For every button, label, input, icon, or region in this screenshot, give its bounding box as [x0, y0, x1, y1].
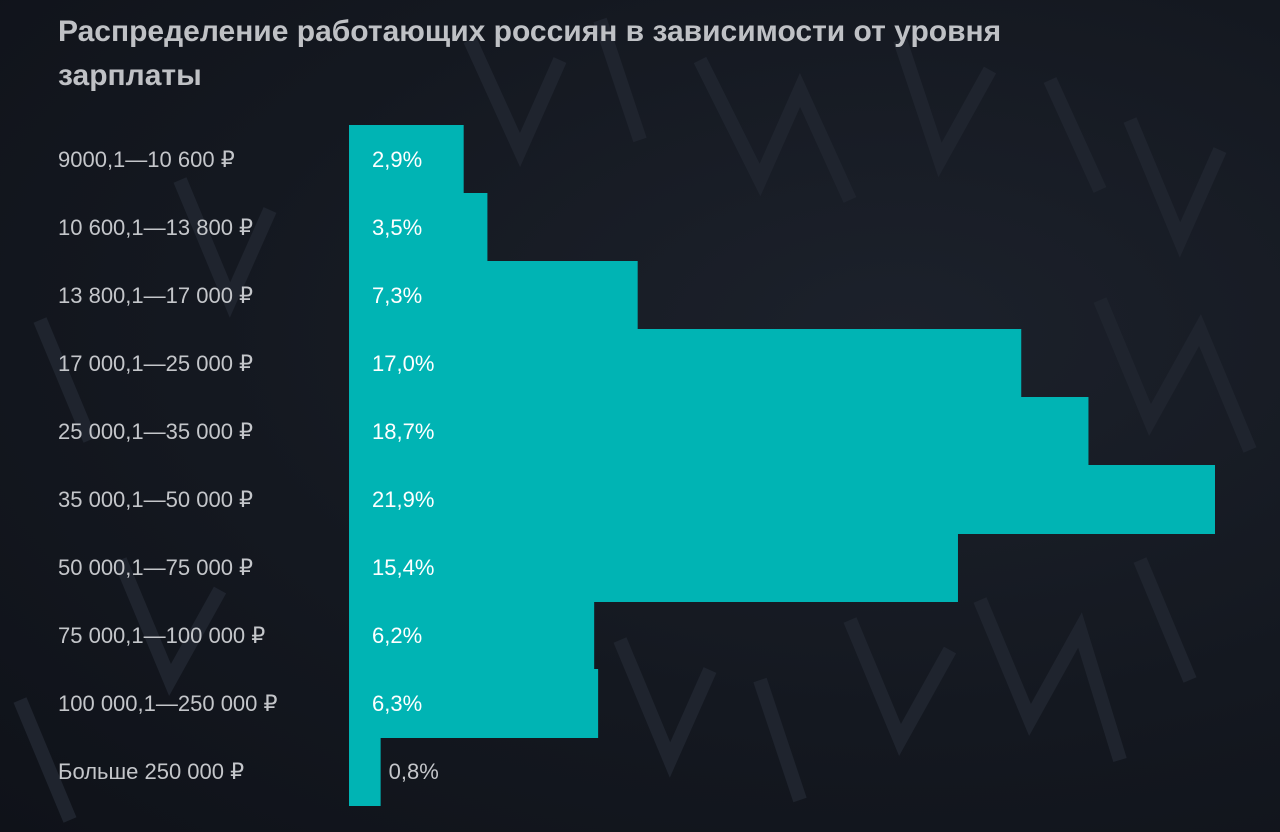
category-label-7: 50 000,1—75 000 ₽ — [58, 555, 253, 580]
bar-5 — [349, 397, 1089, 466]
value-label-6: 21,9% — [372, 487, 434, 512]
value-label-8: 6,2% — [372, 623, 422, 648]
value-label-10: 0,8% — [389, 759, 439, 784]
category-label-8: 75 000,1—100 000 ₽ — [58, 623, 265, 648]
value-label-4: 17,0% — [372, 351, 434, 376]
chart-title: Распределение работающих россиян в завис… — [58, 15, 1002, 92]
bar-1 — [349, 125, 464, 194]
category-label-1: 9000,1—10 600 ₽ — [58, 147, 235, 172]
value-label-9: 6,3% — [372, 691, 422, 716]
category-label-6: 35 000,1—50 000 ₽ — [58, 487, 253, 512]
category-label-9: 100 000,1—250 000 ₽ — [58, 691, 278, 716]
bar-7 — [349, 533, 958, 602]
category-label-4: 17 000,1—25 000 ₽ — [58, 351, 253, 376]
category-label-10: Больше 250 000 ₽ — [58, 759, 244, 784]
bar-3 — [349, 261, 638, 330]
category-label-5: 25 000,1—35 000 ₽ — [58, 419, 253, 444]
category-label-2: 10 600,1—13 800 ₽ — [58, 215, 253, 240]
bar-9 — [349, 669, 599, 738]
value-label-1: 2,9% — [372, 147, 422, 172]
value-label-5: 18,7% — [372, 419, 434, 444]
value-label-7: 15,4% — [372, 555, 434, 580]
value-label-3: 7,3% — [372, 283, 422, 308]
category-label-3: 13 800,1—17 000 ₽ — [58, 283, 253, 308]
bar-8 — [349, 601, 595, 670]
bar-10 — [349, 737, 381, 806]
bar-4 — [349, 329, 1022, 398]
bar-2 — [349, 193, 488, 262]
value-label-2: 3,5% — [372, 215, 422, 240]
bar-6 — [349, 465, 1215, 534]
